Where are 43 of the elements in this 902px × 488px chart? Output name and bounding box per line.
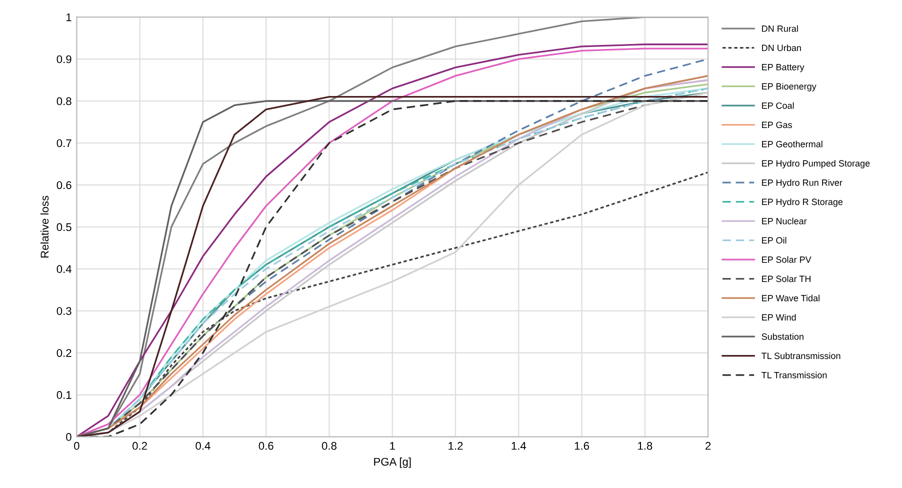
x-axis-title: PGA [g] — [374, 458, 411, 468]
y-tick-label: 1 — [66, 13, 72, 22]
x-tick-label: 1 — [390, 442, 395, 450]
legend-label: Substation — [762, 333, 804, 340]
y-tick-label: 0.4 — [56, 265, 72, 274]
y-tick-label: 0.3 — [56, 307, 72, 315]
y-tick-label: 0.7 — [56, 139, 72, 148]
y-tick-label: 0.2 — [56, 349, 72, 357]
legend-label: EP Solar PV — [762, 256, 812, 263]
x-tick-label: 1.4 — [512, 442, 526, 450]
x-tick-label: 0.2 — [132, 442, 147, 450]
legend-label: EP Nuclear — [762, 218, 807, 224]
legend-label: EP Bioenergy — [762, 82, 816, 92]
y-tick-label: 0.1 — [56, 391, 72, 399]
legend-label: EP Hydro R Storage — [762, 198, 843, 207]
x-tick-label: 0.6 — [258, 442, 274, 450]
x-tick-label: 0.8 — [322, 442, 336, 450]
legend-label: EP Wind — [762, 314, 796, 321]
legend-label: DN Rural — [762, 25, 798, 32]
legend-label: TL Transmission — [762, 372, 827, 378]
legend-label: EP Oil — [762, 236, 786, 244]
legend-label: EP Geothermal — [762, 140, 822, 148]
y-tick-label: 0.9 — [56, 55, 72, 64]
x-tick-label: 1.8 — [638, 442, 652, 450]
y-tick-label: 0 — [66, 433, 72, 441]
legend-label: EP Battery — [762, 64, 804, 72]
legend-label: TL Subtransmission — [762, 352, 840, 360]
legend-label: EP Solar TH — [762, 275, 810, 282]
x-tick-label: 1.6 — [574, 442, 590, 450]
y-tick-label: 0.8 — [56, 97, 72, 106]
legend-label: EP Hydro Pumped Storage — [762, 160, 870, 168]
y-tick-label: 0.6 — [56, 181, 72, 190]
x-tick-label: 1.2 — [448, 442, 463, 450]
legend-label: EP Coal — [762, 102, 794, 109]
x-tick-label: 0 — [74, 442, 80, 450]
x-tick-label: 0.4 — [196, 442, 210, 450]
x-tick-label: 2 — [706, 442, 711, 450]
legend-label: DN Urban — [762, 44, 801, 52]
legend-label: EP Wave Tidal — [762, 294, 820, 302]
y-axis-title: Relative loss — [40, 196, 49, 258]
y-tick-label: 0.5 — [56, 223, 72, 232]
legend-label: EP Hydro Run River — [762, 179, 842, 188]
legend-label: EP Gas — [762, 122, 792, 128]
